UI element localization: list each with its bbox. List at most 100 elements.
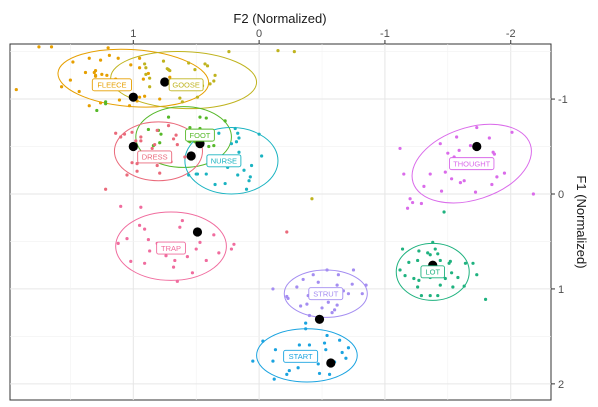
data-point (227, 49, 231, 54)
data-point (248, 175, 252, 179)
data-point (236, 131, 240, 135)
data-point (137, 66, 142, 70)
data-point (175, 279, 179, 283)
data-point (168, 75, 172, 79)
data-point (257, 132, 261, 136)
data-point (242, 168, 246, 172)
data-point (428, 172, 432, 176)
data-point (180, 218, 184, 223)
data-point (295, 285, 299, 289)
y-tick-label: 0 (558, 189, 564, 201)
data-point (166, 124, 171, 128)
data-point (436, 293, 440, 298)
data-point (166, 115, 171, 119)
data-point (316, 280, 320, 284)
plot-panel (9, 43, 552, 401)
x-tick-label: 0 (256, 28, 262, 40)
vowel-label-text: NURSE (211, 156, 237, 165)
data-point (129, 63, 133, 67)
data-point (130, 161, 134, 165)
data-point (285, 230, 289, 234)
data-point (335, 283, 339, 287)
vowel-label-box (91, 78, 132, 92)
data-point (146, 237, 150, 242)
x-tick-label: 1 (130, 28, 136, 40)
data-point (360, 292, 364, 296)
vowel-label-lot: LOT (420, 265, 445, 279)
data-point (305, 302, 309, 306)
data-point (417, 278, 421, 282)
data-point (428, 253, 432, 257)
data-point (143, 94, 147, 98)
data-point (198, 115, 202, 119)
mean-point-nurse (186, 151, 196, 161)
mean-point-thought (472, 141, 482, 152)
ellipse-thought (411, 123, 532, 204)
data-point (438, 142, 442, 146)
data-point (344, 356, 348, 360)
vowel-label-text: FOOT (190, 131, 211, 140)
ellipse-dress (113, 121, 203, 182)
ellipse-trap (115, 211, 227, 281)
vowel-label-text: THOUGHT (453, 159, 490, 168)
ellipse-foot (135, 106, 232, 168)
data-point (510, 130, 514, 134)
vowel-label-fleece: FLEECE (91, 78, 132, 92)
data-point (237, 150, 241, 154)
data-point (155, 128, 159, 132)
data-point (304, 321, 308, 325)
data-point (438, 283, 442, 287)
data-point (153, 143, 157, 147)
data-point (37, 45, 41, 49)
data-point (114, 131, 118, 135)
data-point (311, 273, 315, 277)
vowel-label-box (156, 241, 186, 255)
data-point (87, 56, 91, 60)
vowel-label-text: LOT (425, 268, 440, 277)
data-point (212, 143, 216, 148)
data-point (419, 293, 424, 298)
data-point (475, 273, 479, 277)
data-point (168, 68, 172, 73)
data-point (68, 78, 72, 82)
vowel-label-box (283, 349, 319, 363)
data-point (531, 192, 535, 196)
data-point (100, 72, 104, 76)
data-point (436, 252, 440, 256)
data-point (402, 172, 406, 176)
data-point (137, 223, 142, 227)
data-point (187, 61, 191, 65)
data-point (171, 137, 176, 141)
data-point (150, 146, 154, 151)
data-point (232, 242, 236, 246)
vowel-label-text: START (289, 352, 313, 361)
data-point (143, 227, 147, 231)
data-point (296, 366, 300, 370)
data-point (98, 101, 103, 105)
x-tick-label: -1 (380, 28, 390, 40)
data-point (450, 271, 454, 275)
data-point (462, 284, 466, 288)
data-point (273, 348, 278, 352)
data-point (299, 304, 303, 308)
vowel-label-strut: STRUT (308, 287, 344, 301)
vowel-label-box (137, 150, 173, 164)
vowel-label-box (449, 157, 495, 171)
data-point (134, 139, 138, 143)
data-point (346, 292, 351, 296)
data-point (71, 60, 75, 64)
data-point (195, 95, 200, 99)
x-tick-label: -2 (506, 28, 516, 40)
data-point (104, 100, 108, 104)
data-point (346, 346, 351, 350)
data-point (194, 172, 198, 176)
data-point (119, 204, 123, 208)
data-point (217, 131, 221, 135)
data-point (116, 56, 120, 60)
data-point (325, 333, 329, 338)
data-point (223, 181, 227, 186)
data-point (93, 68, 98, 73)
data-point (443, 170, 447, 174)
data-point (471, 261, 475, 265)
